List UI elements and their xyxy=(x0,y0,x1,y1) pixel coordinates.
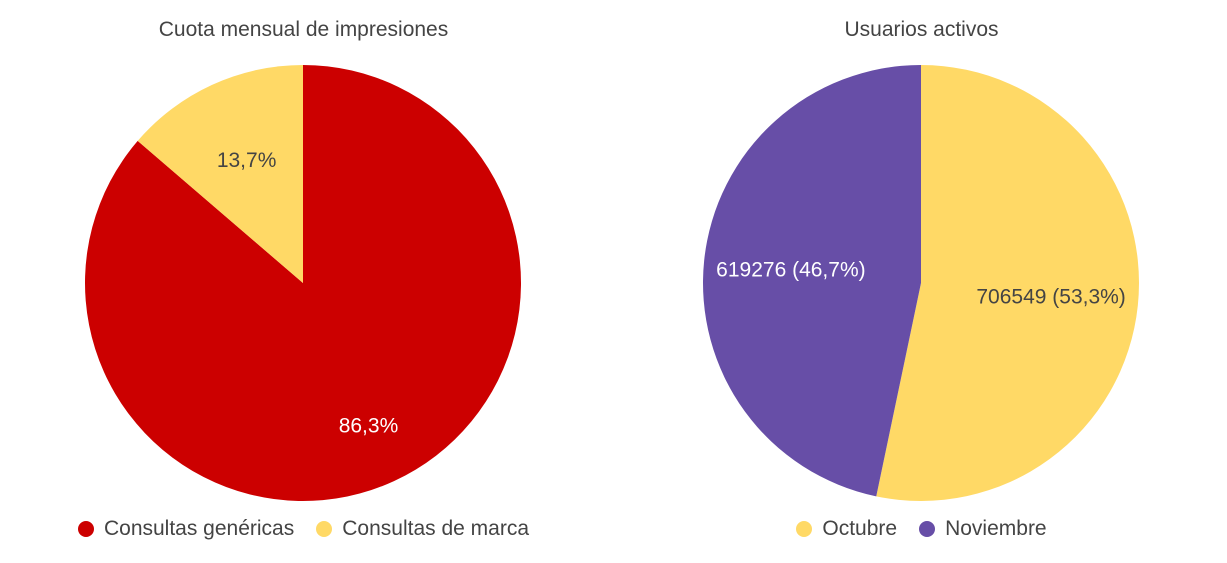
legend-item-october[interactable]: Octubre xyxy=(796,517,897,541)
slice-label: 13,7% xyxy=(217,149,277,172)
legend-dot-icon xyxy=(316,521,333,537)
legend-item-november[interactable]: Noviembre xyxy=(919,517,1047,541)
legend-dot-icon xyxy=(919,521,936,537)
pie-chart-impressions: 86,3% 13,7% xyxy=(84,64,522,501)
pie-slice-octubre[interactable] xyxy=(876,65,1139,501)
legend-label: Consultas genéricas xyxy=(103,517,295,540)
chart-legend: Octubre Noviembre xyxy=(618,517,1225,541)
legend-label: Octubre xyxy=(822,517,898,540)
pie-chart-active-users: 706549 (53,3%) 619276 (46,7%) xyxy=(702,65,1139,501)
pie-slice-noviembre[interactable] xyxy=(702,65,921,497)
legend-label: Noviembre xyxy=(945,517,1047,540)
slice-label: 706549 (53,3%) xyxy=(976,286,1125,309)
slice-label: 86,3% xyxy=(339,415,399,438)
pie-slice-consultas-gen-ricas[interactable] xyxy=(84,65,522,501)
chart-legend: Consultas genéricas Consultas de marca xyxy=(0,517,607,541)
chart-title: Usuarios activos xyxy=(844,18,999,41)
legend-dot-icon xyxy=(77,521,94,537)
legend-item-generic-queries[interactable]: Consultas genéricas xyxy=(77,517,295,541)
legend-label: Consultas de marca xyxy=(342,517,530,540)
legend-item-brand-queries[interactable]: Consultas de marca xyxy=(316,517,529,541)
legend-dot-icon xyxy=(796,521,813,537)
active-users-chart: Usuarios activos 706549 (53,3%) 619276 (4… xyxy=(618,0,1225,563)
impressions-share-chart: Cuota mensual de impresiones 86,3% 13,7% … xyxy=(0,0,607,563)
chart-title: Cuota mensual de impresiones xyxy=(158,18,449,41)
slice-label: 619276 (46,7%) xyxy=(716,258,865,281)
pie-slice-consultas-de-marca[interactable] xyxy=(137,64,303,283)
